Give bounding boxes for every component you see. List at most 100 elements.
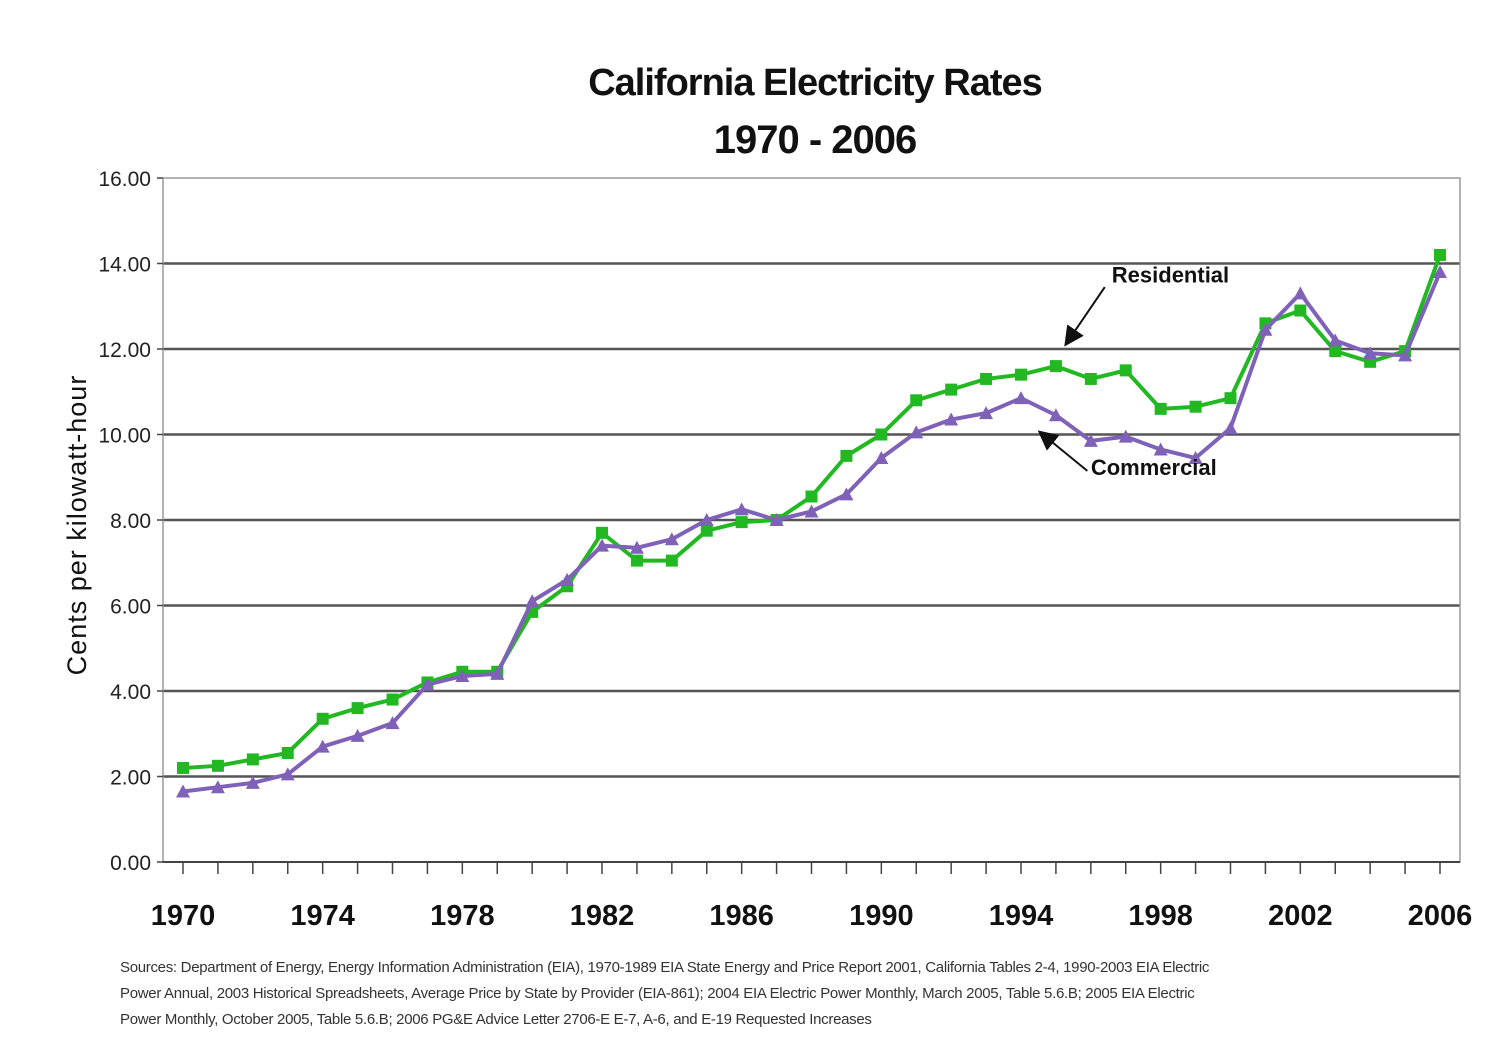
data-point-commercial [1048, 408, 1063, 422]
data-point-residential [351, 702, 364, 715]
y-tick-label: 16.00 [98, 168, 151, 191]
data-point-residential [211, 759, 224, 772]
x-tick-label: 1986 [709, 900, 774, 932]
data-point-residential [281, 746, 294, 759]
data-point-commercial [176, 784, 190, 798]
line-chart: 0.00 2.00 4.00 6.00 8.00 10.00 12.00 14.00 16.00… [62, 168, 1472, 932]
y-tick-label: 10.00 [98, 425, 151, 448]
data-point-commercial [1433, 265, 1447, 279]
x-tick-label: 2006 [1408, 900, 1473, 932]
source-note-line: Power Annual, 2003 Historical Spreadshee… [120, 985, 1195, 1002]
data-point-commercial [874, 451, 889, 465]
data-point-residential [386, 693, 399, 706]
x-tick-label: 1974 [290, 900, 355, 932]
data-point-commercial [909, 425, 924, 439]
data-point-commercial [979, 406, 994, 420]
data-point-commercial [734, 502, 749, 516]
x-tick-label: 1978 [430, 900, 495, 932]
data-point-residential [1294, 304, 1307, 317]
data-point-residential [840, 449, 853, 462]
data-point-commercial [1363, 346, 1378, 360]
data-point-commercial [1223, 421, 1238, 435]
data-point-residential [1049, 360, 1062, 373]
x-tick-label: 1970 [151, 900, 216, 932]
data-point-residential [875, 428, 888, 441]
data-point-commercial [944, 412, 959, 426]
y-tick-label: 6.00 [110, 596, 151, 619]
data-point-commercial [420, 677, 435, 691]
y-tick-label: 0.00 [110, 852, 151, 875]
data-point-commercial [1293, 286, 1308, 300]
data-point-commercial [455, 669, 470, 683]
data-point-commercial [664, 532, 679, 546]
data-point-commercial [1118, 429, 1133, 443]
data-point-residential [1154, 402, 1167, 415]
chart-subtitle: 1970 - 2006 [713, 118, 918, 162]
data-point-residential [1329, 345, 1342, 358]
annotations: Residential Commercial [1037, 263, 1229, 480]
data-point-commercial [210, 780, 225, 794]
data-point-commercial [1153, 442, 1168, 456]
data-point-residential [700, 524, 713, 537]
data-point-residential [1084, 372, 1097, 385]
data-point-residential [1189, 400, 1202, 413]
data-point-commercial [1083, 433, 1098, 447]
annotation-label: Residential [1112, 263, 1229, 288]
data-point-commercial [560, 572, 575, 586]
gridlines [163, 262, 1460, 778]
data-point-residential [596, 526, 608, 539]
source-note: Sources: Department of Energy, Energy In… [120, 955, 1420, 1033]
annotation-arrow [1064, 286, 1106, 347]
data-point-commercial [245, 775, 260, 789]
x-tick-label: 2002 [1268, 900, 1333, 932]
source-note-line: Sources: Department of Energy, Energy In… [120, 959, 1210, 976]
x-tick-label: 1990 [849, 900, 914, 932]
data-point-residential [1119, 364, 1132, 377]
source-note-line: Power Monthly, October 2005, Table 5.6.B… [120, 1011, 872, 1028]
data-point-commercial [315, 739, 330, 753]
data-point-commercial [1328, 333, 1343, 347]
data-point-commercial [385, 716, 400, 730]
data-point-commercial [629, 540, 644, 554]
data-point-residential [910, 394, 923, 407]
axes: 0.00 2.00 4.00 6.00 8.00 10.00 12.00 14.00 16.00… [98, 168, 1472, 932]
data-point-residential [665, 554, 678, 567]
data-point-commercial [280, 767, 295, 781]
annotation-arrow [1037, 430, 1088, 472]
data-point-commercial [1398, 348, 1413, 362]
data-point-residential [980, 372, 993, 385]
y-tick-label: 14.00 [98, 254, 151, 277]
data-point-residential [1224, 392, 1237, 405]
data-point-residential [945, 383, 958, 396]
data-point-residential [246, 753, 259, 766]
x-tick-label: 1998 [1128, 900, 1193, 932]
y-tick-label: 8.00 [110, 510, 151, 533]
data-point-residential [735, 516, 748, 529]
data-point-residential [316, 712, 329, 725]
data-point-commercial [769, 513, 784, 526]
data-point-commercial [595, 538, 609, 552]
data-point-commercial [839, 487, 854, 501]
y-axis-label: Cents per kilowatt-hour [62, 375, 92, 676]
series-lines [176, 248, 1447, 798]
data-point-residential [1015, 368, 1027, 381]
data-point-commercial [1014, 391, 1028, 405]
data-point-commercial [490, 666, 505, 680]
y-tick-label: 2.00 [110, 767, 151, 790]
data-point-commercial [804, 504, 819, 518]
annotation-label: Commercial [1091, 455, 1217, 480]
data-point-residential [177, 761, 189, 774]
data-point-commercial [1258, 322, 1273, 336]
y-tick-label: 12.00 [98, 339, 151, 362]
data-point-commercial [699, 513, 714, 526]
data-point-commercial [1188, 451, 1203, 465]
data-point-commercial [525, 594, 540, 608]
data-point-residential [630, 554, 643, 567]
x-tick-label: 1982 [570, 900, 635, 932]
data-point-residential [1434, 248, 1446, 261]
x-tick-label: 1994 [989, 900, 1054, 932]
chart-title: California Electricity Rates [588, 62, 1043, 104]
y-tick-label: 4.00 [110, 681, 151, 704]
data-point-commercial [350, 728, 365, 742]
